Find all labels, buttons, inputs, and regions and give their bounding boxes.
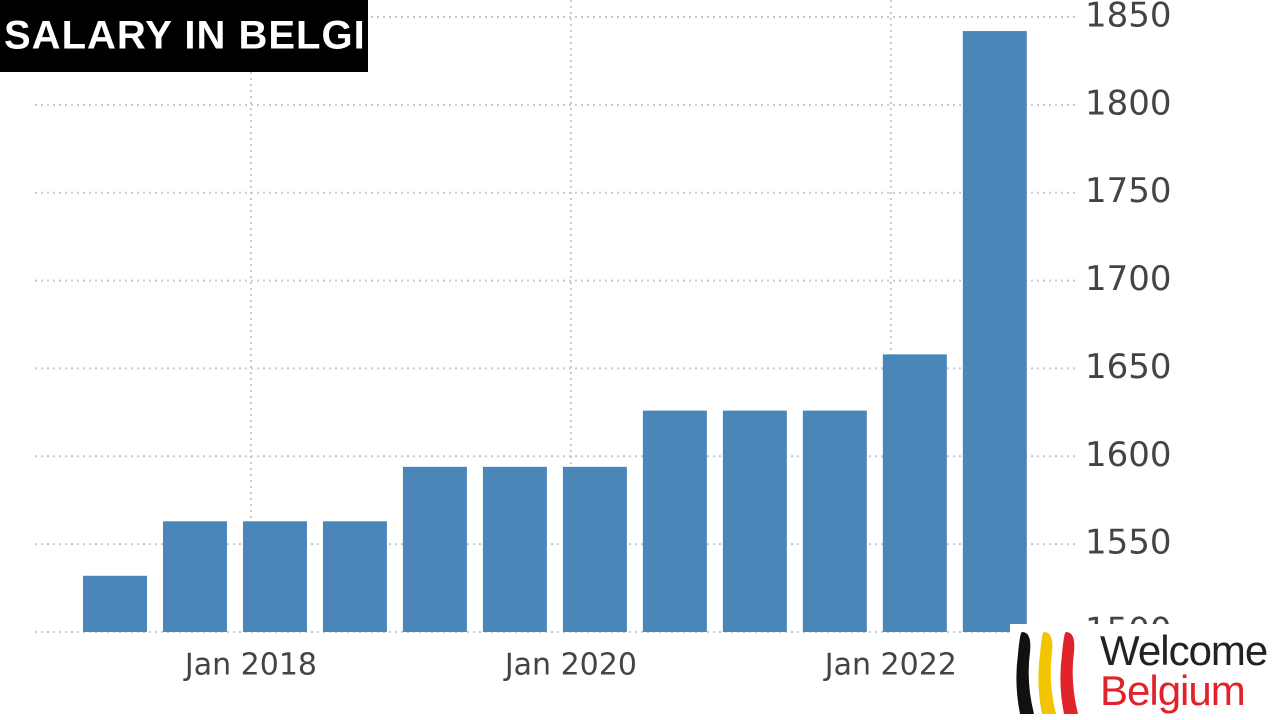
- logo-background: [1010, 624, 1280, 720]
- x-tick-label: Jan 2022: [823, 648, 957, 683]
- y-tick-label: 1550: [1085, 523, 1172, 563]
- flag-yellow: [1038, 632, 1056, 714]
- chart-title: SALARY IN BELGIUM: [4, 14, 430, 58]
- logo-line1: Welcome: [1100, 627, 1267, 674]
- logo: Welcome Belgium: [1010, 624, 1280, 720]
- bar: [962, 31, 1027, 633]
- bar: [482, 466, 547, 632]
- bar: [402, 466, 467, 632]
- y-tick-label: 1600: [1085, 435, 1172, 475]
- x-tick-label: Jan 2020: [503, 648, 637, 683]
- flag-red: [1060, 632, 1078, 714]
- plot-area: 15001550160016501700175018001850Jan 2018…: [35, 0, 1172, 683]
- bar: [242, 521, 307, 632]
- bar: [562, 466, 627, 632]
- y-tick-label: 1850: [1085, 0, 1172, 36]
- y-tick-label: 1650: [1085, 347, 1172, 387]
- y-tick-label: 1700: [1085, 259, 1172, 299]
- bar: [82, 575, 147, 632]
- bar: [642, 410, 707, 632]
- flag-black: [1016, 632, 1034, 714]
- bar: [882, 354, 947, 632]
- y-tick-label: 1750: [1085, 171, 1172, 211]
- title-box: [0, 0, 368, 72]
- bar: [802, 410, 867, 632]
- bar: [322, 521, 387, 632]
- bar: [722, 410, 787, 632]
- bar: [162, 521, 227, 632]
- y-tick-label: 1800: [1085, 83, 1172, 123]
- logo-line2: Belgium: [1100, 667, 1245, 714]
- x-tick-label: Jan 2018: [183, 648, 317, 683]
